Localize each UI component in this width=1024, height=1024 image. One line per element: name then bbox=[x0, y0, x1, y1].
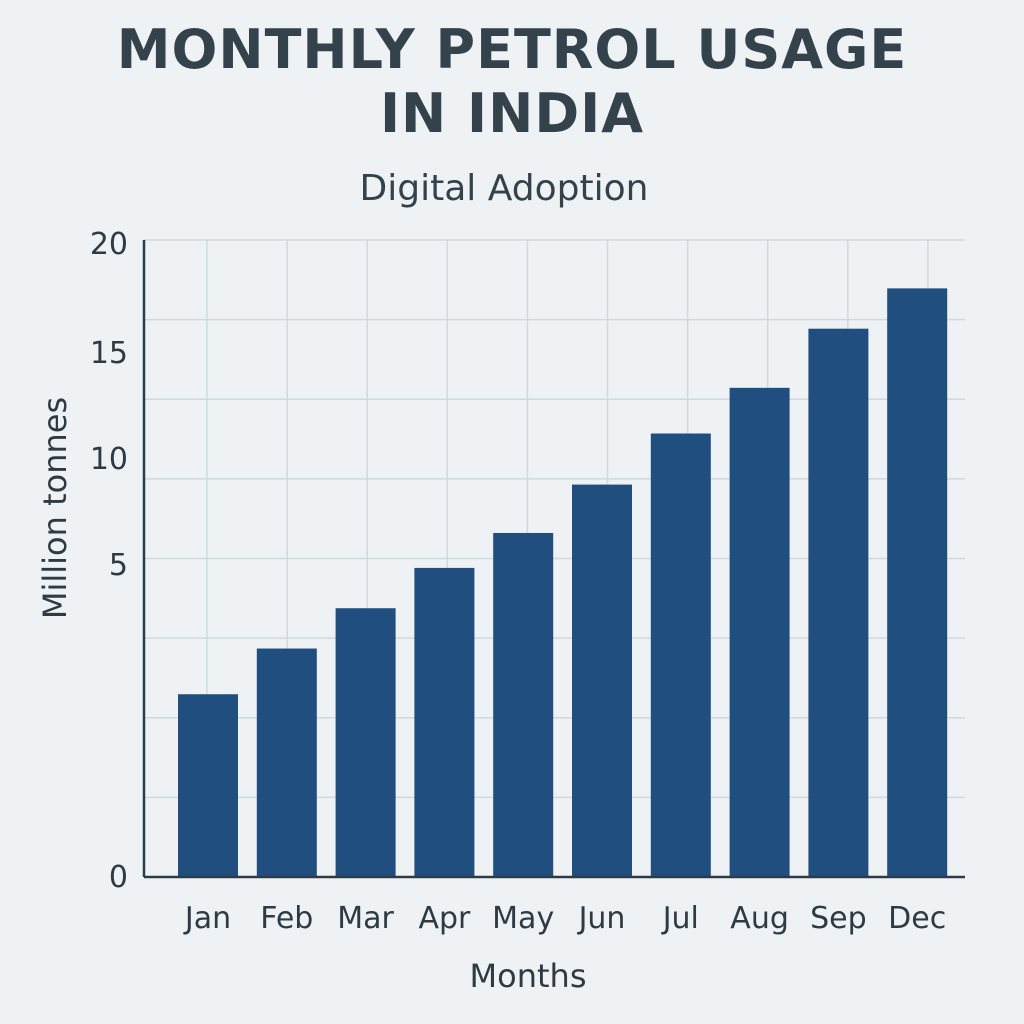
x-tick-label-sep: Sep bbox=[810, 901, 867, 936]
chart-title-line-1: MONTHLY PETROL USAGE bbox=[116, 18, 908, 81]
x-tick-label-dec: Dec bbox=[888, 901, 946, 936]
bar-sep bbox=[808, 328, 869, 878]
x-tick-label-jun: Jun bbox=[577, 901, 626, 936]
x-tick-label-feb: Feb bbox=[260, 901, 313, 936]
bar-jul bbox=[650, 433, 711, 877]
bars bbox=[178, 288, 948, 878]
y-tick-label-5: 5 bbox=[109, 548, 128, 583]
x-tick-label-aug: Aug bbox=[730, 901, 789, 936]
x-tick-label-apr: Apr bbox=[418, 901, 471, 936]
chart-title-line-2: IN INDIA bbox=[379, 82, 645, 145]
x-tick-label-jul: Jul bbox=[661, 901, 699, 936]
bar-aug bbox=[729, 387, 790, 877]
y-tick-label-0: 0 bbox=[109, 860, 128, 895]
y-tick-label-20: 20 bbox=[90, 227, 128, 262]
x-tick-labels: Jan Feb Mar Apr May Jun Jul Aug Sep Dec bbox=[183, 901, 946, 936]
bar-jan bbox=[178, 694, 238, 877]
bar-jun bbox=[572, 484, 632, 877]
x-tick-label-mar: Mar bbox=[337, 901, 394, 936]
chart-title: MONTHLY PETROL USAGE IN INDIA bbox=[0, 18, 1024, 146]
x-tick-label-may: May bbox=[492, 901, 554, 936]
x-axis-label: Months bbox=[470, 957, 587, 995]
y-tick-label-10: 10 bbox=[90, 442, 128, 477]
bar-apr bbox=[414, 567, 475, 877]
y-tick-labels: 0 5 10 15 20 bbox=[90, 227, 128, 895]
x-tick-label-jan: Jan bbox=[183, 901, 231, 936]
bar-feb bbox=[256, 648, 317, 877]
bar-mar bbox=[335, 608, 396, 877]
chart-subtitle: Digital Adoption bbox=[359, 168, 649, 209]
bar-dec bbox=[887, 288, 948, 877]
y-axis-label: Million tonnes bbox=[36, 397, 74, 619]
bar-may bbox=[493, 532, 554, 877]
y-tick-label-15: 15 bbox=[90, 336, 128, 371]
